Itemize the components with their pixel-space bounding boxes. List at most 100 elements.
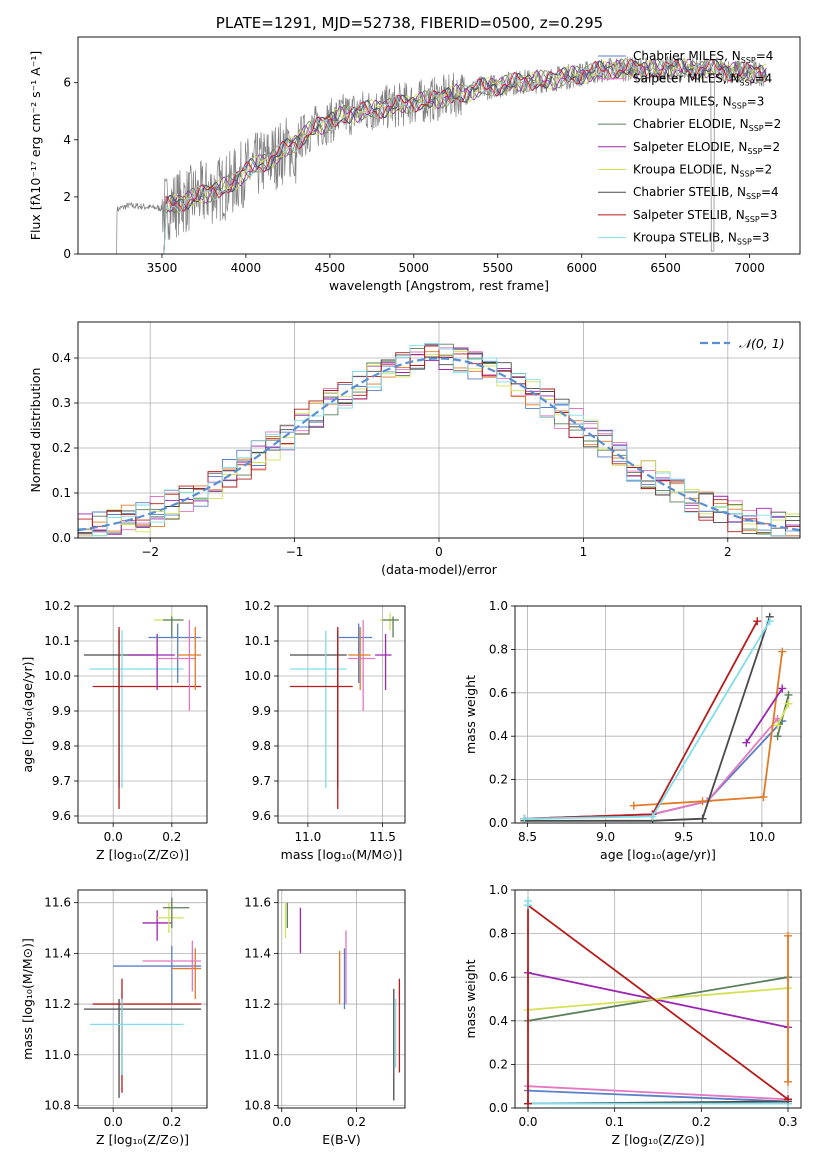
data-point-salpeter_elodie bbox=[142, 910, 172, 941]
y-tick-label: 11.4 bbox=[244, 946, 271, 960]
axes-frame bbox=[77, 36, 801, 255]
panel-age_vs_mass: 11.0 11.5 9.6 9.7 9.8 9.9 10.0 10.1 10.2 mass [lo… bbox=[244, 599, 406, 862]
panel-mass_vs_ebv: 0.0 0.2 10.8 11.0 11.2 11.4 11.6 E(B-V) bbox=[244, 889, 406, 1147]
data-point-salpeter_miles bbox=[142, 940, 202, 992]
model-line-salpeter_miles bbox=[162, 58, 767, 254]
y-tick-label: 0.2 bbox=[489, 1057, 508, 1071]
data-point-kroupa_stelib bbox=[89, 630, 184, 788]
y-tick-label: 0.2 bbox=[52, 441, 71, 455]
series-line bbox=[524, 620, 771, 820]
series-line bbox=[527, 1089, 789, 1103]
x-tick-label: 5000 bbox=[399, 261, 430, 275]
x-tick-label: 0.2 bbox=[692, 1115, 711, 1129]
data-point-chabrier_miles bbox=[113, 945, 202, 1005]
panel-residuals: −2 −1 0 1 2 0.0 0.1 0.2 0.3 0.4 (data-model)/error… bbox=[28, 321, 801, 577]
data-point-chabrier_elodie bbox=[163, 897, 190, 929]
x-tick-label: 0.0 bbox=[104, 1115, 123, 1129]
point-marker bbox=[698, 797, 707, 806]
legend-label-chabrier_elodie: Chabrier ELODIE, NSSP=2 bbox=[633, 117, 781, 133]
y-axis-label: Normed distribution bbox=[28, 368, 43, 493]
panel-age_vs_Z: 0.0 0.2 9.6 9.7 9.8 9.9 10.0 10.1 10.2 Z [log₁₀(Z… bbox=[20, 599, 208, 862]
x-axis-label: Z [log₁₀(Z/Z⊙)] bbox=[96, 1132, 189, 1147]
axes-frame bbox=[77, 889, 208, 1109]
normal-curve bbox=[78, 357, 800, 532]
y-tick-label: 0.0 bbox=[489, 1101, 508, 1115]
point-marker bbox=[648, 812, 657, 821]
y-tick-label: 0.6 bbox=[489, 686, 508, 700]
x-axis-label: mass [log₁₀(M/M⊙)] bbox=[281, 847, 403, 862]
y-tick-label: 10.2 bbox=[44, 599, 71, 613]
y-tick-label: 10.8 bbox=[244, 1098, 271, 1112]
point-marker bbox=[742, 738, 751, 747]
model-line-chabrier_elodie bbox=[162, 58, 767, 254]
data-point-salpeter_miles bbox=[157, 620, 196, 711]
legend-label-kroupa_elodie: Kroupa ELODIE, NSSP=2 bbox=[633, 163, 772, 179]
y-tick-label: 10.1 bbox=[44, 634, 71, 648]
x-tick-label: 0.0 bbox=[104, 830, 123, 844]
point-marker bbox=[698, 814, 707, 823]
point-marker bbox=[520, 814, 529, 823]
x-axis-label: (data-model)/error bbox=[381, 562, 498, 577]
x-tick-label: 11.5 bbox=[369, 830, 396, 844]
x-tick-label: 0.3 bbox=[778, 1115, 797, 1129]
y-tick-label: 9.6 bbox=[252, 809, 271, 823]
series-line bbox=[745, 688, 783, 744]
x-tick-label: 7000 bbox=[734, 261, 765, 275]
model-line-kroupa_elodie bbox=[162, 57, 767, 254]
series-kroupa_stelib bbox=[524, 896, 532, 910]
y-tick-label: 0.1 bbox=[52, 486, 71, 500]
series-kroupa_elodie bbox=[524, 984, 792, 1014]
y-tick-label: 0.2 bbox=[489, 773, 508, 787]
legend-label-chabrier_stelib: Chabrier STELIB, NSSP=4 bbox=[633, 185, 779, 201]
y-tick-label: 1.0 bbox=[489, 599, 508, 613]
series-line bbox=[633, 651, 784, 807]
x-tick-label: 0.1 bbox=[605, 1115, 624, 1129]
data-point-kroupa_elodie bbox=[154, 613, 184, 631]
y-tick-label: 9.6 bbox=[52, 809, 71, 823]
y-tick-label: 11.0 bbox=[244, 1048, 271, 1062]
model-line-kroupa_miles bbox=[162, 57, 767, 254]
y-tick-label: 4 bbox=[63, 133, 71, 147]
legend-label-salpeter_elodie: Salpeter ELODIE, NSSP=2 bbox=[633, 140, 780, 156]
point-marker bbox=[778, 684, 787, 693]
y-tick-label: 11.6 bbox=[44, 896, 71, 910]
series-kroupa_miles bbox=[629, 647, 787, 810]
series-line bbox=[527, 987, 789, 1011]
data-point-chabrier_elodie bbox=[382, 616, 400, 638]
y-tick-label: 11.6 bbox=[244, 896, 271, 910]
point-marker bbox=[778, 647, 787, 656]
y-tick-label: 0.0 bbox=[52, 531, 71, 545]
histogram-kroupa_stelib bbox=[78, 342, 800, 538]
axes-frame bbox=[277, 605, 406, 824]
data-point-chabrier_miles bbox=[148, 623, 202, 683]
x-tick-label: 5500 bbox=[482, 261, 513, 275]
y-tick-label: 10.1 bbox=[244, 634, 271, 648]
y-tick-label: 10.0 bbox=[44, 669, 71, 683]
point-marker bbox=[784, 1077, 792, 1086]
y-tick-label: 2 bbox=[63, 190, 71, 204]
x-axis-label: E(B-V) bbox=[322, 1132, 361, 1147]
y-tick-label: 9.7 bbox=[52, 774, 71, 788]
point-marker bbox=[773, 732, 782, 741]
chart-title: PLATE=1291, MJD=52738, FIBERID=0500, z=0… bbox=[216, 14, 603, 32]
series-line bbox=[527, 1085, 789, 1101]
y-tick-label: 0.4 bbox=[489, 1014, 508, 1028]
x-tick-label: 10.0 bbox=[749, 830, 776, 844]
data-point-salpeter_miles bbox=[348, 620, 376, 711]
legend-label-salpeter_miles: Salpeter MILES, NSSP=4 bbox=[633, 72, 772, 88]
x-tick-label: 9.5 bbox=[674, 830, 693, 844]
series-line bbox=[527, 971, 789, 1029]
y-tick-label: 0.4 bbox=[489, 729, 508, 743]
plot-area-residuals bbox=[78, 342, 800, 538]
plot-area-mass_vs_Z bbox=[83, 897, 202, 1098]
x-tick-label: 6500 bbox=[650, 261, 681, 275]
y-axis-label: Flux [fλ10⁻¹⁷ erg cm⁻² s⁻¹ A⁻¹] bbox=[28, 51, 43, 240]
point-marker bbox=[784, 1095, 792, 1104]
y-tick-label: 0.0 bbox=[489, 816, 508, 830]
data-point-kroupa_miles bbox=[171, 948, 202, 999]
x-tick-label: 0.0 bbox=[518, 1115, 537, 1129]
series-line bbox=[776, 703, 790, 726]
x-tick-label: 0.0 bbox=[272, 1115, 291, 1129]
x-axis-label: age [log₁₀(age/yr)] bbox=[600, 847, 716, 862]
